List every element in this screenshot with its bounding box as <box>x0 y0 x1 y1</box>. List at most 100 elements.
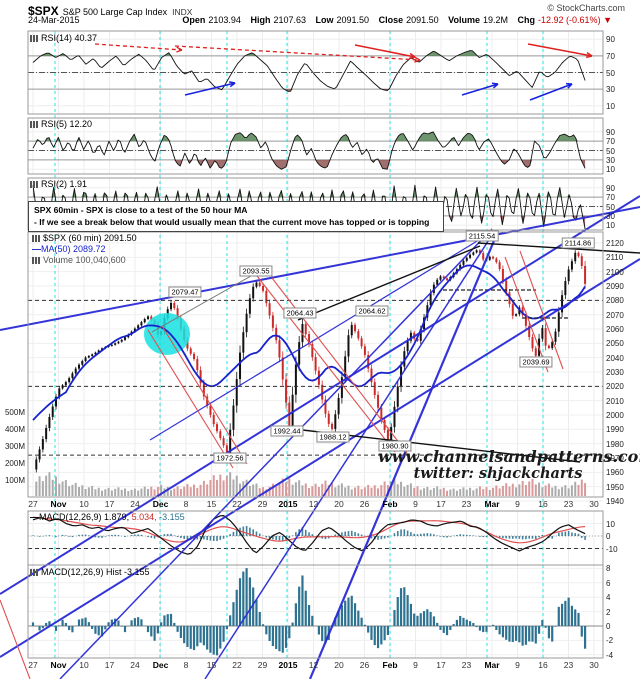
price-callout-label: 2064.62 <box>355 305 389 317</box>
rsi14-label: RSI(14) <box>41 33 73 43</box>
x-axis-date-label: 29 <box>257 660 268 670</box>
macd-label: MACD(12,26,9) <box>39 512 102 522</box>
y-axis-tick-label: 0 <box>606 532 611 541</box>
annotation-text-box: SPX 60min - SPX is close to a test of th… <box>28 201 444 232</box>
annotation-line-2: - If we see a break below that would usu… <box>34 217 430 227</box>
y-axis-tick-label: 70 <box>606 137 615 147</box>
open-value: 2103.94 <box>208 15 241 25</box>
price-callout-label: 1980.90 <box>378 440 412 452</box>
y-axis-tick-label: 2120 <box>606 239 624 248</box>
volume-axis-label: 300M <box>4 442 25 451</box>
rsi5-value: 12.20 <box>69 119 93 129</box>
y-axis-tick-label: 8 <box>606 564 611 574</box>
y-axis-tick-label: 6 <box>606 578 611 588</box>
legend-price: $SPX (60 min) 2091.50 <box>32 233 137 243</box>
x-axis-date-label: 8 <box>183 660 189 670</box>
x-axis-date-label: 12 <box>308 660 319 670</box>
y-axis-tick-label: 2050 <box>606 339 624 349</box>
x-axis-date-label: 30 <box>589 660 599 670</box>
y-axis-tick-label: 2010 <box>606 396 624 406</box>
x-axis-date-label: 22 <box>232 499 242 509</box>
rsi5-label: RSI(5) <box>41 119 68 129</box>
close-value: 2091.50 <box>406 15 439 25</box>
rsi2-label: RSI(2) <box>41 179 68 189</box>
volume-legend-value: 100,040,600 <box>75 255 126 265</box>
price-callout-label: 2115.54 <box>465 230 499 242</box>
x-axis-date-label: 22 <box>232 660 242 670</box>
x-axis-date-label: Dec <box>152 660 169 670</box>
x-axis-date-label: Feb <box>382 499 398 509</box>
x-axis-date-label: Mar <box>484 499 500 509</box>
y-axis-tick-label: -4 <box>606 650 614 660</box>
legend-volume: Volume 100,040,600 <box>32 255 126 265</box>
rsi14-value: 40.37 <box>74 33 98 43</box>
volume-bars-icon <box>32 257 40 264</box>
y-axis-tick-label: 10 <box>606 165 615 175</box>
x-axis-date-label: 9 <box>515 499 520 509</box>
x-axis-date-label: 17 <box>436 660 446 670</box>
price-callout-label: 1972.56 <box>213 452 247 464</box>
y-axis-tick-label: 2 <box>606 607 611 617</box>
y-axis-tick-label: 10 <box>606 221 615 231</box>
chart-title: S&P 500 Large Cap Index <box>62 7 168 17</box>
price-label: $SPX (60 min) <box>43 233 102 243</box>
hist-label: MACD(12,26,9) Hist <box>41 567 122 577</box>
watermark-site: www.channelsandpatterns.com <box>378 447 640 466</box>
low-value: 2091.50 <box>336 15 370 25</box>
x-axis-date-label: 24 <box>130 660 140 670</box>
low-label: Low <box>315 15 334 25</box>
y-axis-tick-label: 4 <box>606 593 611 603</box>
candlestick-icon <box>32 235 40 242</box>
legend-rsi2: RSI(2) 1.91 <box>30 179 87 189</box>
price-callout-label: 2039.69 <box>519 356 553 368</box>
x-axis-date-label: 9 <box>515 660 520 670</box>
y-axis-tick-label: 2030 <box>606 367 624 377</box>
y-axis-tick-label: 1960 <box>606 468 624 478</box>
x-axis-date-label: 10 <box>79 499 89 509</box>
x-axis-date-label: 23 <box>461 660 472 670</box>
indicator-icon <box>30 35 38 42</box>
y-axis-tick-label: 1940 <box>606 496 624 506</box>
x-axis-date-label: 2015 <box>278 499 298 509</box>
rsi2-value: 1.91 <box>69 179 88 189</box>
x-axis-date-label: 17 <box>104 499 115 509</box>
x-axis-date-label: 9 <box>413 660 418 670</box>
y-axis-tick-label: 50 <box>606 202 615 212</box>
source-credit: © StockCharts.com <box>547 3 625 13</box>
x-axis-date-label: 16 <box>538 660 548 670</box>
y-axis-tick-label: 30 <box>606 211 615 221</box>
x-axis-date-label: 15 <box>206 660 217 670</box>
legend-rsi14: RSI(14) 40.37 <box>30 33 97 43</box>
x-axis-date-label: 8 <box>183 499 189 509</box>
macd-signal-value: 5.034, <box>131 512 157 522</box>
x-axis-date-label: 23 <box>461 499 472 509</box>
x-axis-date-label: 26 <box>359 499 370 509</box>
watermark-twitter: twitter: shjackcharts <box>413 465 583 482</box>
open-label: Open <box>182 15 206 25</box>
y-axis-tick-label: 2090 <box>606 281 624 291</box>
price-callout-label: 2079.47 <box>168 286 202 298</box>
high-value: 2107.63 <box>273 15 306 25</box>
x-axis-date-label: 23 <box>563 499 574 509</box>
x-axis-date-label: 16 <box>538 499 548 509</box>
y-axis-tick-label: 30 <box>606 155 615 165</box>
volume-axis-label: 500M <box>4 408 25 417</box>
x-axis-date-label: 29 <box>257 499 268 509</box>
y-axis-tick-label: 30 <box>606 85 615 95</box>
x-axis-date-label: 9 <box>413 499 418 509</box>
symbol: $SPX <box>28 4 59 18</box>
legend-hist: MACD(12,26,9) Hist -3.155 <box>30 567 150 577</box>
ohlc-bar: Open 2103.94 High 2107.63 Low 2091.50 Close… <box>175 15 612 25</box>
volume-axis-label: 200M <box>4 459 25 468</box>
x-axis-date-label: Nov <box>50 499 67 509</box>
close-label: Close <box>378 15 404 25</box>
annotation-line-1: SPX 60min - SPX is close to a test of th… <box>34 205 248 215</box>
x-axis-date-label: Feb <box>382 660 398 670</box>
x-axis-date-label: Mar <box>484 660 500 670</box>
y-axis-tick-label: 1970 <box>606 453 624 463</box>
y-axis-tick-label: 10 <box>606 101 615 111</box>
x-axis-date-label: 27 <box>28 660 38 670</box>
y-axis-tick-label: 10 <box>606 519 615 529</box>
exchange-label: INDX <box>172 7 193 17</box>
